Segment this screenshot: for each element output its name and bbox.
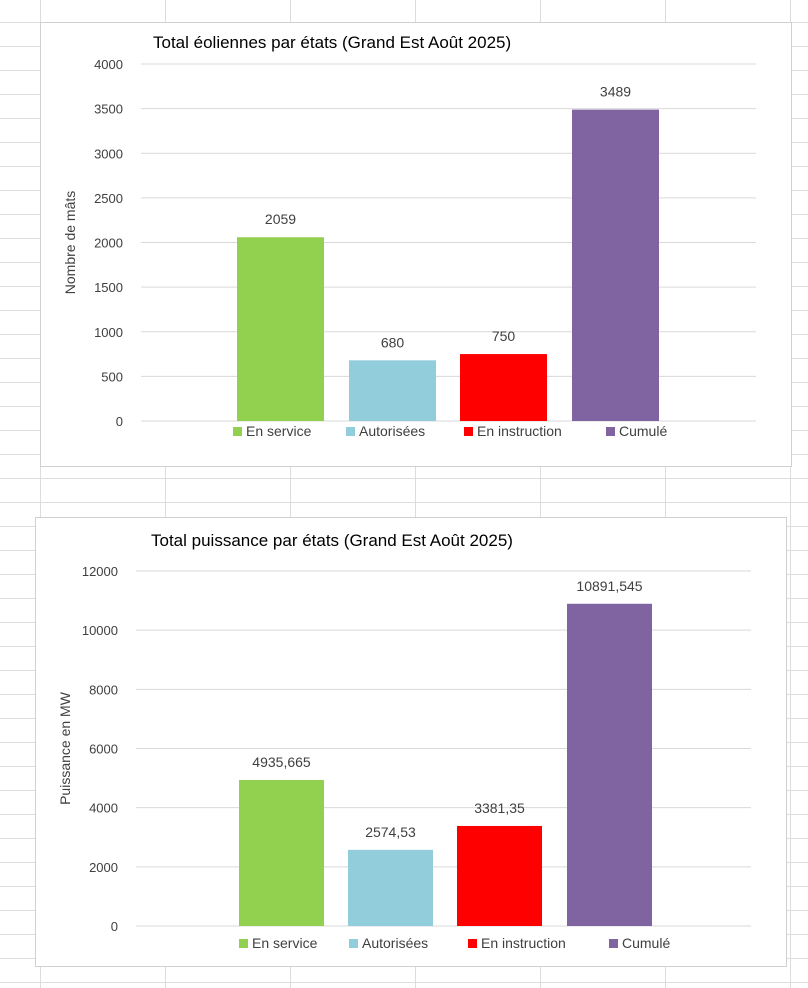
legend-entry: Autorisées xyxy=(359,423,425,439)
y-tick-label: 500 xyxy=(101,369,123,384)
chart-svg: Total puissance par états (Grand Est Aoû… xyxy=(57,531,751,951)
legend-entry: Autorisées xyxy=(362,935,428,951)
bar-en-service xyxy=(237,237,324,421)
legend-entry: Cumulé xyxy=(622,935,670,951)
legend-swatch xyxy=(606,427,615,436)
data-label: 2059 xyxy=(265,211,296,227)
chart-puissance[interactable]: Total puissance par états (Grand Est Aoû… xyxy=(35,517,787,967)
y-axis-label: Puissance en MW xyxy=(57,691,73,805)
y-tick-label: 4000 xyxy=(94,57,123,72)
y-tick-label: 6000 xyxy=(89,742,118,757)
y-tick-label: 2500 xyxy=(94,191,123,206)
legend-entry: En instruction xyxy=(481,935,566,951)
chart-title: Total éoliennes par états (Grand Est Aoû… xyxy=(153,33,511,52)
legend-entry: En service xyxy=(246,423,312,439)
y-tick-label: 4000 xyxy=(89,801,118,816)
data-label: 2574,53 xyxy=(365,824,416,840)
y-tick-label: 2000 xyxy=(89,860,118,875)
bar-autorisées xyxy=(349,360,436,421)
data-label: 4935,665 xyxy=(252,754,311,770)
legend-swatch xyxy=(609,939,618,948)
data-label: 3489 xyxy=(600,84,631,100)
legend-entry: Cumulé xyxy=(619,423,667,439)
bar-en-service xyxy=(239,779,324,926)
y-tick-label: 2000 xyxy=(94,236,123,251)
y-tick-label: 0 xyxy=(116,414,123,429)
bar-autorisées xyxy=(348,849,433,926)
legend-swatch xyxy=(233,427,242,436)
y-tick-label: 1500 xyxy=(94,280,123,295)
bar-cumulé xyxy=(567,603,652,926)
y-tick-label: 3500 xyxy=(94,102,123,117)
data-label: 10891,545 xyxy=(576,578,642,594)
bar-cumulé xyxy=(572,109,659,421)
legend-entry: En instruction xyxy=(477,423,562,439)
data-label: 3381,35 xyxy=(474,800,525,816)
y-tick-label: 12000 xyxy=(82,564,118,579)
chart-title: Total puissance par états (Grand Est Aoû… xyxy=(151,531,513,550)
y-tick-label: 1000 xyxy=(94,325,123,340)
legend-swatch xyxy=(346,427,355,436)
legend-swatch xyxy=(239,939,248,948)
legend-entry: En service xyxy=(252,935,318,951)
data-label: 750 xyxy=(492,328,516,344)
y-axis-label: Nombre de mâts xyxy=(62,191,78,294)
y-tick-label: 0 xyxy=(111,919,118,934)
data-label: 680 xyxy=(381,334,405,350)
legend-swatch xyxy=(464,427,473,436)
bar-en-instruction xyxy=(460,354,547,421)
chart-eoliennes[interactable]: Total éoliennes par états (Grand Est Aoû… xyxy=(40,22,792,467)
legend-swatch xyxy=(349,939,358,948)
y-tick-label: 3000 xyxy=(94,146,123,161)
legend-swatch xyxy=(468,939,477,948)
y-tick-label: 10000 xyxy=(82,623,118,638)
bar-en-instruction xyxy=(457,825,542,926)
y-tick-label: 8000 xyxy=(89,682,118,697)
chart-svg: Total éoliennes par états (Grand Est Aoû… xyxy=(62,33,756,439)
